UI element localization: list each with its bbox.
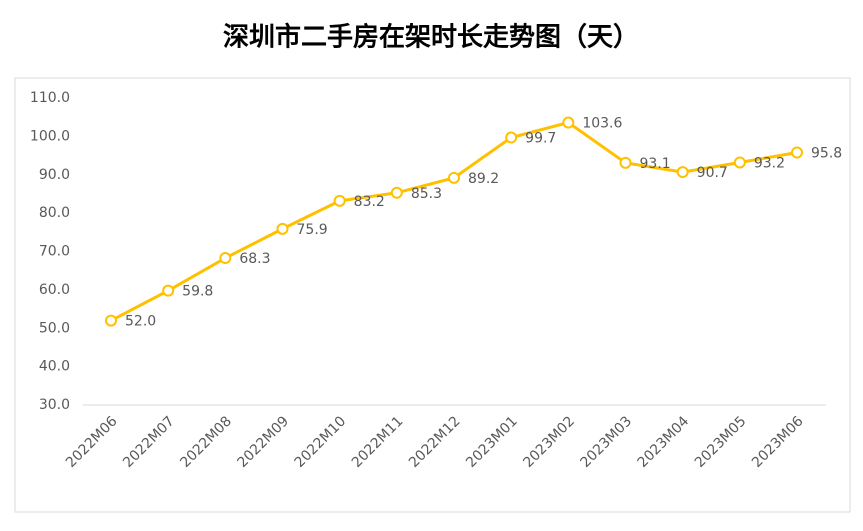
point [276,222,289,235]
chart-title: 深圳市二手房在架时长走势图（天） [223,22,639,53]
x-tick-label: 2022M10 [292,413,350,471]
x-tick-label: 2023M06 [749,413,807,471]
y-tick-label: 100.0 [30,128,70,144]
x-tick-label: 2022M11 [349,413,407,471]
data-label: 59.8 [182,284,213,300]
x-tick-label: 2023M03 [578,413,636,471]
x-tick-label: 2022M09 [235,413,293,471]
data-label: 99.7 [525,131,556,147]
data-label: 68.3 [239,251,270,267]
y-tick-label: 50.0 [39,320,70,336]
data-label: 52.0 [125,314,156,330]
x-tick-label: 2023M05 [692,413,750,471]
x-tick-label: 2023M01 [463,413,521,471]
point [562,116,575,129]
data-label: 90.7 [697,165,728,181]
x-tick-label: 2023M04 [635,413,693,471]
data-label: 95.8 [811,145,842,161]
series-line [110,120,798,322]
x-tick-label: 2022M08 [177,413,235,471]
data-label: 85.3 [411,186,442,202]
y-tick-label: 80.0 [39,205,70,221]
point [619,156,632,169]
y-tick-label: 70.0 [39,244,70,260]
chart-border [14,77,851,513]
x-tick-label: 2022M06 [63,413,121,471]
y-tick-label: 30.0 [39,397,70,413]
x-tick-label: 2022M12 [406,413,464,471]
data-label: 75.9 [297,222,328,238]
data-label: 103.6 [582,116,622,132]
point [791,146,803,159]
data-label: 83.2 [354,194,385,210]
point [676,166,689,179]
point [733,156,746,169]
point [505,131,518,144]
point [333,194,346,207]
data-label: 93.2 [754,155,785,171]
point [448,171,460,184]
x-tick-label: 2022M07 [120,413,178,471]
point [105,314,117,327]
y-tick-label: 40.0 [39,359,70,375]
y-tick-label: 110.0 [30,90,70,106]
data-label: 93.1 [640,156,671,172]
point [390,186,403,199]
point [162,284,175,297]
y-tick-label: 90.0 [39,167,70,183]
data-label: 89.2 [468,171,499,187]
y-tick-label: 60.0 [39,282,70,298]
x-tick-label: 2023M02 [520,413,578,471]
point [219,252,232,265]
